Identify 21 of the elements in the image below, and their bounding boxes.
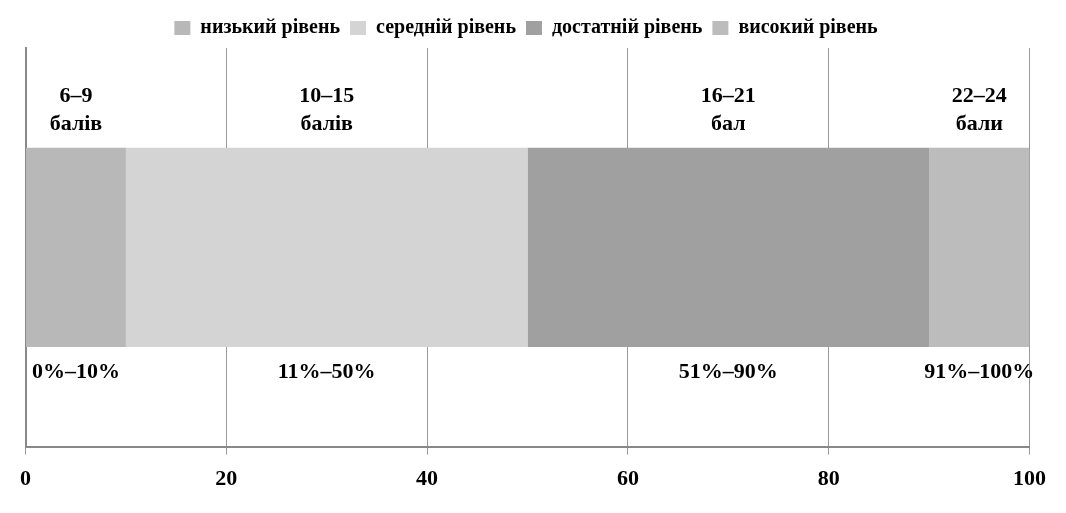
- legend-label: низький рівень: [200, 15, 341, 39]
- annotation: 6–9 балів: [49, 82, 103, 136]
- annotation: 10–15 балів: [299, 82, 355, 136]
- x-tick-label: 60: [616, 465, 639, 491]
- legend-label: достатній рівень: [551, 15, 703, 39]
- x-tick-label: 0: [20, 465, 31, 491]
- x-tick-label: 40: [416, 465, 439, 491]
- annotation: 11%–50%: [277, 357, 376, 383]
- x-tick-label: 80: [817, 465, 840, 491]
- x-tick-label: 20: [215, 465, 238, 491]
- bar: [929, 147, 1030, 347]
- annotation: 0%–10%: [31, 357, 120, 383]
- x-tick-label: 100: [1013, 465, 1046, 491]
- annotation: 51%–90%: [678, 357, 778, 383]
- annotation: 91%–100%: [924, 357, 1035, 383]
- annotation: 16–21 бал: [700, 82, 756, 136]
- legend-label: середній рівень: [376, 15, 517, 39]
- bar: [26, 147, 126, 347]
- legend-label: високий рівень: [738, 15, 879, 39]
- bar: [125, 147, 528, 347]
- annotation: 22–24 бали: [951, 82, 1007, 136]
